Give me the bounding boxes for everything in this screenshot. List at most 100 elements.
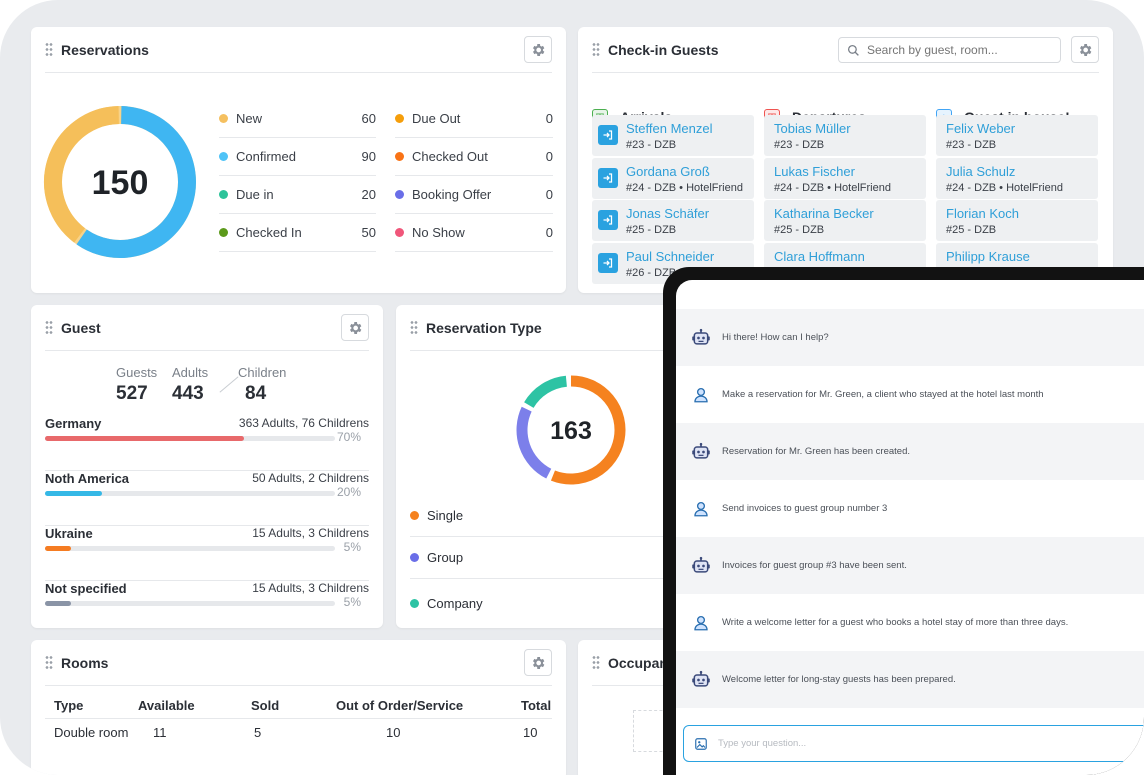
adults-value: 443 [172, 383, 204, 404]
status-dot-icon [219, 152, 228, 161]
children-label: Children [238, 365, 287, 380]
gear-icon [350, 321, 362, 334]
guest-name[interactable]: Philipp Krause [946, 248, 1030, 264]
checkin-title: Check-in Guests [608, 41, 719, 58]
rooms-header: Rooms [45, 640, 552, 686]
message-text: Welcome letter for long-stay guests has … [722, 674, 956, 685]
reservations-title: Reservations [61, 41, 149, 58]
reservations-settings-button[interactable] [524, 36, 552, 63]
country-row: Not specified 15 Adults, 3 Childrens 5% [45, 581, 369, 636]
adults-label: Adults [172, 365, 209, 380]
robot-icon [690, 555, 712, 577]
reservation-status-row[interactable]: Due in 20 [219, 176, 376, 214]
attach-image-icon[interactable] [694, 737, 708, 751]
status-dot-icon [395, 152, 404, 161]
message-text: Reservation for Mr. Green has been creat… [722, 446, 910, 457]
reservation-type-legend-item[interactable]: Group [410, 537, 670, 579]
guest-room: #25 - DZB [626, 224, 677, 236]
reservation-status-row[interactable]: Due Out 0 [395, 100, 553, 138]
guest-name[interactable]: Tobias Müller [774, 121, 851, 136]
user-icon [690, 612, 712, 634]
check-in-button[interactable] [598, 210, 618, 230]
row-divider [45, 525, 369, 526]
guest-room: #23 - DZB [774, 139, 825, 151]
chat-input[interactable] [718, 738, 1018, 749]
reservation-status-row[interactable]: Confirmed 90 [219, 138, 376, 176]
bot-message: Invoices for guest group #3 have been se… [676, 537, 1144, 594]
guest-list-item[interactable]: Florian Koch #25 - DZB [936, 200, 1098, 241]
drag-handle-icon[interactable] [45, 654, 53, 671]
guest-room: #26 - DZB [626, 266, 677, 279]
guest-name[interactable]: Jonas Schäfer [626, 206, 710, 221]
guest-name[interactable]: Clara Hoffmann [774, 248, 865, 264]
robot-icon [690, 327, 712, 349]
guest-list-item[interactable]: Lukas Fischer #24 - DZB • HotelFriend [764, 157, 926, 199]
row-divider [45, 470, 369, 471]
guest-name[interactable]: Paul Schneider [626, 248, 715, 264]
status-value: 0 [545, 187, 553, 202]
drag-handle-icon[interactable] [45, 41, 53, 58]
guest-list-item[interactable]: Gordana Groß #24 - DZB • HotelFriend [592, 157, 754, 199]
rooms-row-divider [45, 718, 552, 719]
check-in-icon [603, 130, 613, 140]
reservation-type-legend-item[interactable]: Single [410, 495, 670, 537]
reservation-status-row[interactable]: Checked In 50 [219, 214, 376, 252]
country-detail: 15 Adults, 3 Childrens [252, 581, 369, 595]
stats-divider [219, 376, 239, 393]
guest-name[interactable]: Lukas Fischer [774, 163, 855, 179]
reservation-status-row[interactable]: No Show 0 [395, 214, 553, 252]
message-text: Write a welcome letter for a guest who b… [722, 617, 1069, 628]
guest-list-item[interactable]: Felix Weber #23 - DZB [936, 115, 1098, 156]
drag-handle-icon[interactable] [592, 654, 600, 671]
guest-list-item[interactable]: Katharina Becker #25 - DZB [764, 200, 926, 241]
reservation-type-legend-item[interactable]: Company [410, 582, 670, 624]
drag-handle-icon[interactable] [410, 319, 418, 336]
guest-name[interactable]: Florian Koch [946, 206, 1019, 221]
rooms-settings-button[interactable] [524, 649, 552, 676]
guest-name[interactable]: Katharina Becker [774, 206, 874, 221]
guest-list-item[interactable]: Julia Schulz #24 - DZB • HotelFriend [936, 157, 1098, 199]
drag-handle-icon[interactable] [592, 41, 600, 58]
status-label: New [236, 111, 263, 126]
checkin-settings-button[interactable] [1071, 36, 1099, 63]
check-in-button[interactable] [598, 252, 618, 273]
rooms-cell: 5 [254, 725, 262, 740]
status-label: Confirmed [236, 149, 296, 164]
search-input[interactable] [867, 43, 1047, 57]
guest-room: #24 - DZB • HotelFriend [626, 181, 743, 194]
guest-header: Guest [45, 305, 369, 351]
status-dot-icon [219, 114, 228, 123]
country-progress-fill [45, 601, 71, 606]
guest-settings-button[interactable] [341, 314, 369, 341]
guest-list-item[interactable]: Steffen Menzel #23 - DZB [592, 115, 754, 156]
message-text: Hi there! How can I help? [722, 332, 829, 343]
status-value: 0 [545, 111, 553, 126]
search-box[interactable] [838, 37, 1061, 63]
guest-list-item[interactable]: Jonas Schäfer #25 - DZB [592, 200, 754, 241]
reservation-type-header: Reservation Type [410, 305, 682, 351]
drag-handle-icon[interactable] [45, 319, 53, 336]
guest-name[interactable]: Julia Schulz [946, 163, 1016, 179]
legend-label: Single [427, 508, 464, 523]
country-percent: 70% [336, 430, 361, 444]
guest-name[interactable]: Steffen Menzel [626, 121, 713, 136]
guest-list-item[interactable]: Tobias Müller #23 - DZB [764, 115, 926, 156]
check-in-button[interactable] [598, 125, 618, 145]
reservation-status-row[interactable]: Checked Out 0 [395, 138, 553, 176]
rooms-cell: 10 [523, 725, 538, 740]
group-arc [516, 406, 552, 479]
guest-name[interactable]: Gordana Groß [626, 163, 710, 179]
status-value: 60 [361, 111, 376, 126]
guests-label: Guests [116, 365, 158, 380]
status-dot-icon [395, 114, 404, 123]
rooms-cell: Double room [54, 725, 129, 740]
chat-input-box[interactable] [683, 725, 1144, 762]
guest-name[interactable]: Felix Weber [946, 121, 1016, 136]
legend-dot-icon [410, 553, 419, 562]
message-text: Send invoices to guest group number 3 [722, 503, 888, 514]
check-in-button[interactable] [598, 167, 618, 188]
status-value: 0 [545, 225, 553, 240]
reservation-status-row[interactable]: Booking Offer 0 [395, 176, 553, 214]
ai-chat-panel: Hi there! How can I help? Make a reservat… [676, 280, 1144, 775]
reservation-status-row[interactable]: New 60 [219, 100, 376, 138]
